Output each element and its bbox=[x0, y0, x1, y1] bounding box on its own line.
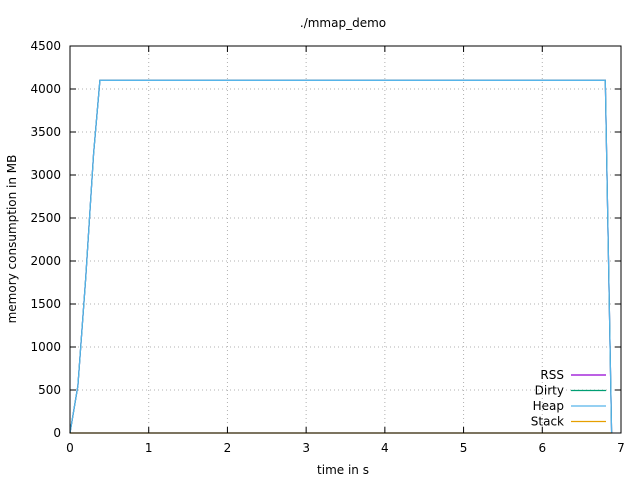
y-tick-label: 2000 bbox=[30, 254, 61, 268]
x-tick-label: 3 bbox=[302, 441, 310, 455]
plot-frame bbox=[69, 45, 622, 434]
legend-label-heap: Heap bbox=[533, 399, 564, 413]
y-tick-label: 3000 bbox=[30, 168, 61, 182]
series-line-dirty bbox=[69, 79, 613, 434]
legend-label-rss: RSS bbox=[540, 368, 564, 382]
series-line-rss bbox=[69, 79, 613, 434]
y-tick-label: 1500 bbox=[30, 297, 61, 311]
x-tick-label: 5 bbox=[460, 441, 468, 455]
x-tick-label: 1 bbox=[145, 441, 153, 455]
x-axis-label: time in s bbox=[317, 463, 369, 477]
axis-ticks: 0 1 2 3 4 5 6 7 0 500 1000 1500 2000 2500 3000 3500 4000… bbox=[30, 39, 624, 455]
y-tick-label: 0 bbox=[53, 426, 61, 440]
y-tick-label: 4000 bbox=[30, 82, 61, 96]
grid-lines bbox=[70, 46, 621, 433]
x-tick-label: 6 bbox=[538, 441, 546, 455]
series-lines bbox=[69, 79, 613, 434]
y-axis-label: memory consumption in MB bbox=[5, 155, 19, 324]
y-tick-label: 500 bbox=[38, 383, 61, 397]
x-tick-label: 0 bbox=[66, 441, 74, 455]
legend-label-dirty: Dirty bbox=[535, 384, 564, 398]
y-tick-label: 4500 bbox=[30, 39, 61, 53]
y-tick-label: 3500 bbox=[30, 125, 61, 139]
y-tick-label: 2500 bbox=[30, 211, 61, 225]
y-tick-label: 1000 bbox=[30, 340, 61, 354]
x-tick-label: 7 bbox=[617, 441, 625, 455]
x-tick-label: 4 bbox=[381, 441, 389, 455]
chart-title: ./mmap_demo bbox=[300, 16, 386, 30]
series-line-heap bbox=[69, 79, 613, 434]
legend-label-stack: Stack bbox=[531, 415, 564, 429]
x-tick-label: 2 bbox=[224, 441, 232, 455]
